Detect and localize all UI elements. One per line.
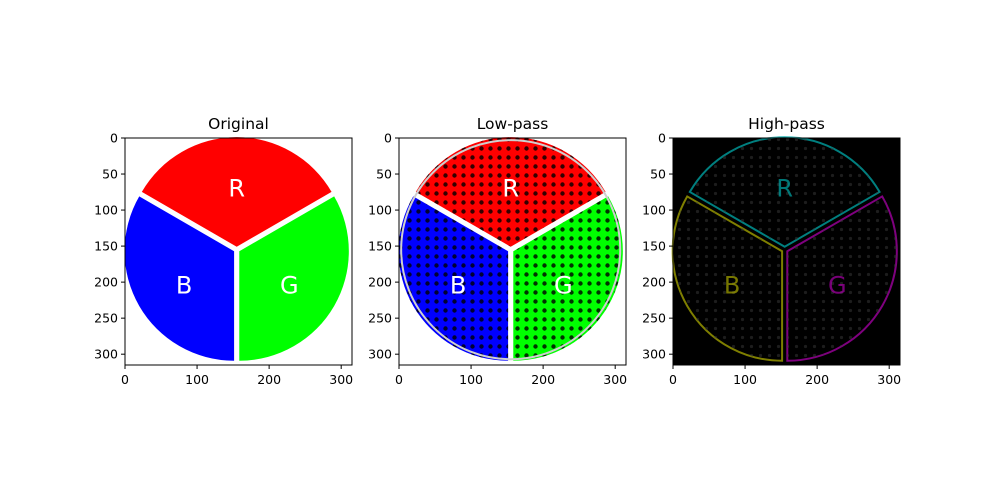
segment-label-r: R (502, 174, 519, 202)
x-axis: 0 100 200 300 (395, 365, 627, 387)
y-tick-label: 300 (642, 347, 666, 362)
x-tick-label: 100 (733, 372, 757, 387)
segment-label-b: B (176, 272, 192, 300)
panel-low-pass: Low-pass R B G 0 100 200 300 0 50 100 150 200 250 3… (368, 115, 627, 387)
x-axis: 0 100 200 300 (121, 365, 353, 387)
x-tick-label: 300 (603, 372, 627, 387)
y-tick-label: 300 (94, 347, 118, 362)
x-tick-label: 0 (669, 372, 677, 387)
x-axis: 0 100 200 300 (669, 365, 901, 387)
y-tick-label: 0 (384, 131, 392, 146)
y-tick-label: 0 (658, 131, 666, 146)
y-tick-label: 200 (642, 275, 666, 290)
segment-texture (672, 196, 783, 361)
segment-r (141, 137, 332, 247)
y-axis: 0 50 100 150 200 250 300 (94, 131, 125, 362)
segment-g (239, 196, 349, 361)
y-tick-label: 100 (368, 203, 392, 218)
y-tick-label: 250 (368, 311, 392, 326)
axes-frame (398, 137, 627, 366)
panel-title: Original (208, 115, 269, 133)
panel-title: High-pass (748, 115, 825, 133)
image-content: R B G (398, 137, 623, 361)
segment-label-b: B (450, 272, 466, 300)
segment-label-r: R (228, 174, 245, 202)
segment-label-r: R (776, 174, 793, 202)
ringing-edge (400, 139, 622, 361)
segment-texture (787, 196, 897, 361)
image-content: R B G (124, 137, 349, 361)
x-tick-label: 100 (459, 372, 483, 387)
segment-label-g: G (554, 272, 573, 300)
x-tick-label: 300 (329, 372, 353, 387)
y-tick-label: 50 (102, 167, 118, 182)
y-tick-label: 150 (368, 239, 392, 254)
y-tick-label: 50 (650, 167, 666, 182)
axes-frame (124, 137, 353, 366)
x-tick-label: 300 (877, 372, 901, 387)
y-tick-label: 150 (94, 239, 118, 254)
panel-original: Original R B G 0 100 200 300 0 50 100 150 200 250 3… (94, 115, 353, 387)
x-tick-label: 0 (121, 372, 129, 387)
panel-title: Low-pass (477, 115, 549, 133)
segment-label-b: B (724, 272, 740, 300)
segment-label-g: G (828, 272, 847, 300)
axes-frame (672, 137, 901, 366)
x-tick-label: 0 (395, 372, 403, 387)
panel-high-pass: High-pass R B G 0 100 200 300 0 50 100 150 200 250… (642, 115, 901, 387)
x-tick-label: 200 (531, 372, 555, 387)
y-axis: 0 50 100 150 200 250 300 (642, 131, 673, 362)
image-content: R B G (671, 136, 898, 362)
y-tick-label: 0 (110, 131, 118, 146)
x-tick-label: 100 (185, 372, 209, 387)
segment-texture (415, 137, 606, 247)
x-tick-label: 200 (805, 372, 829, 387)
y-tick-label: 200 (368, 275, 392, 290)
y-tick-label: 300 (368, 347, 392, 362)
y-tick-label: 250 (94, 311, 118, 326)
x-tick-label: 200 (257, 372, 281, 387)
y-axis: 0 50 100 150 200 250 300 (368, 131, 399, 362)
y-tick-label: 50 (376, 167, 392, 182)
segment-b (124, 196, 235, 361)
segment-texture (689, 137, 880, 247)
y-tick-label: 250 (642, 311, 666, 326)
y-tick-label: 150 (642, 239, 666, 254)
segment-label-g: G (280, 272, 299, 300)
y-tick-label: 100 (94, 203, 118, 218)
y-tick-label: 200 (94, 275, 118, 290)
y-tick-label: 100 (642, 203, 666, 218)
